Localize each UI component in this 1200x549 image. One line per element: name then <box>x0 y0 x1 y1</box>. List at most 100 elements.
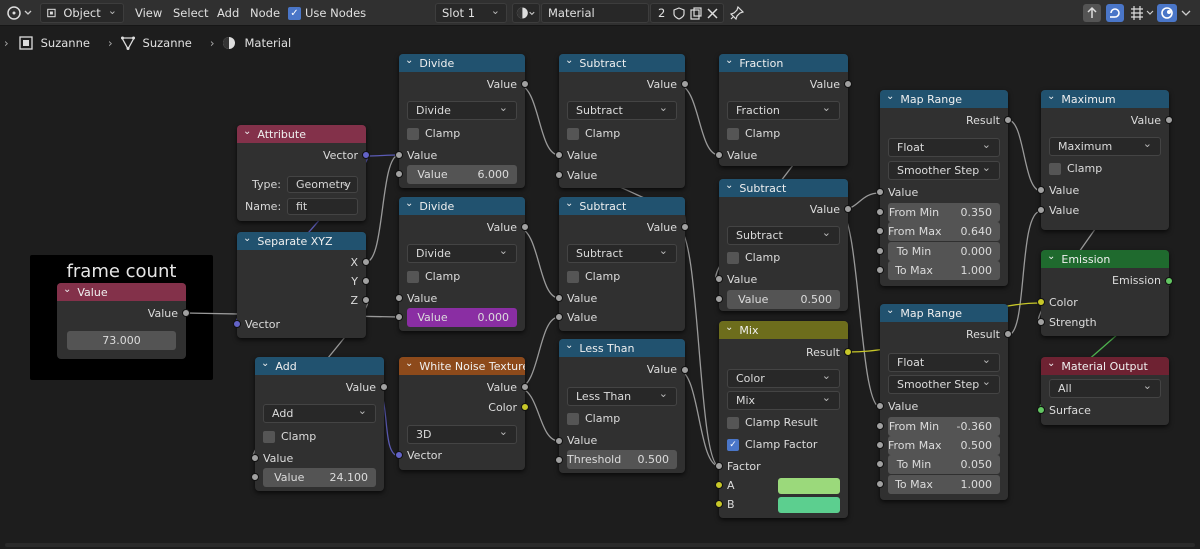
operation-dropdown[interactable]: Less Than <box>567 387 677 406</box>
input-socket[interactable] <box>555 151 563 159</box>
input-socket[interactable] <box>555 313 563 321</box>
menu-add[interactable]: Add <box>217 6 240 20</box>
input-socket[interactable] <box>555 171 563 179</box>
node-header[interactable]: Subtract <box>559 54 685 72</box>
input-socket[interactable] <box>555 294 563 302</box>
value-field[interactable]: Value 24.100 <box>263 468 376 487</box>
menu-node[interactable]: Node <box>250 6 281 20</box>
node-header[interactable]: Maximum <box>1041 90 1169 108</box>
input-socket[interactable] <box>715 481 723 489</box>
input-socket[interactable] <box>251 454 259 462</box>
operation-dropdown[interactable]: Subtract <box>727 226 840 245</box>
clamp-factor-checkbox[interactable]: ✓ Clamp Factor <box>727 435 840 454</box>
operation-dropdown[interactable]: Fraction <box>727 101 840 120</box>
clamp-checkbox[interactable]: Clamp <box>1049 159 1161 178</box>
close-icon[interactable] <box>707 7 718 19</box>
overlays-dropdown[interactable] <box>1180 3 1192 23</box>
node-header[interactable]: Less Than <box>559 339 685 357</box>
node-header[interactable]: Divide <box>399 54 525 72</box>
map-range-node[interactable]: Map Range Result Float Smoother Step Val… <box>876 304 1012 500</box>
operation-dropdown[interactable]: Maximum <box>1049 137 1161 156</box>
data-type-dropdown[interactable]: Float <box>888 138 1000 157</box>
output-socket[interactable] <box>844 348 852 356</box>
emission-node[interactable]: Emission Emission Color Strength <box>1037 250 1173 336</box>
divide-node[interactable]: Divide Value Divide Clamp Value Value 6.0… <box>395 54 529 188</box>
input-socket[interactable] <box>1037 406 1045 414</box>
node-header[interactable]: Divide <box>399 197 525 215</box>
value-field[interactable]: Value 0.500 <box>727 290 840 309</box>
output-socket[interactable] <box>380 383 388 391</box>
maximum-node[interactable]: Maximum Value Maximum Clamp Value Value <box>1037 90 1173 230</box>
node-header[interactable]: Subtract <box>559 197 685 215</box>
input-socket[interactable] <box>876 266 884 274</box>
overlays-button[interactable] <box>1157 3 1177 23</box>
node-header[interactable]: Value <box>57 283 186 301</box>
output-socket[interactable] <box>521 223 529 231</box>
threshold-field[interactable]: Threshold 0.500 <box>567 450 677 469</box>
node-header[interactable]: Emission <box>1041 250 1169 268</box>
value-field[interactable]: 73.000 <box>67 331 176 350</box>
input-socket[interactable] <box>1037 318 1045 326</box>
duplicate-icon[interactable] <box>690 6 702 20</box>
output-socket[interactable] <box>681 366 689 374</box>
dimensions-dropdown[interactable]: 3D <box>407 425 517 444</box>
to-min-field[interactable]: To Min 0.000 <box>888 242 1000 261</box>
add-node[interactable]: Add Value Add Clamp Value Value 24.100 <box>251 357 388 491</box>
input-socket[interactable] <box>555 437 563 445</box>
node-header[interactable]: Map Range <box>880 90 1008 108</box>
operation-dropdown[interactable]: Add <box>263 404 376 423</box>
material-browse-button[interactable] <box>512 3 540 23</box>
clamp-checkbox[interactable]: Clamp <box>567 409 677 428</box>
output-socket[interactable] <box>844 80 852 88</box>
from-max-field[interactable]: From Max 0.500 <box>888 436 1000 455</box>
to-max-field[interactable]: To Max 1.000 <box>888 475 1000 494</box>
node-header[interactable]: Material Output <box>1041 357 1169 375</box>
input-socket[interactable] <box>876 188 884 196</box>
output-socket[interactable] <box>362 296 370 304</box>
output-socket[interactable] <box>1165 277 1173 285</box>
material-output-node[interactable]: Material Output All Surface <box>1037 357 1169 425</box>
use-nodes-checkbox[interactable]: ✓ Use Nodes <box>288 3 366 23</box>
output-socket[interactable] <box>844 205 852 213</box>
node-header[interactable]: Mix <box>719 321 848 339</box>
input-socket[interactable] <box>715 462 723 470</box>
mix-node[interactable]: Mix Result Color Mix Clamp Result ✓ Clamp… <box>715 321 852 518</box>
fake-user-shield-icon[interactable] <box>673 6 685 20</box>
output-socket[interactable] <box>362 258 370 266</box>
input-socket[interactable] <box>715 151 723 159</box>
subtract-node[interactable]: Subtract Value Subtract Clamp Value Valu… <box>555 54 689 188</box>
operation-dropdown[interactable]: Subtract <box>567 101 677 120</box>
value-node[interactable]: Value Value 73.000 <box>57 283 190 359</box>
color-b-swatch[interactable] <box>778 497 840 513</box>
input-socket[interactable] <box>1037 186 1045 194</box>
horizontal-scrollbar[interactable] <box>5 543 1195 547</box>
data-type-dropdown[interactable]: Color <box>727 369 840 388</box>
output-socket[interactable] <box>1004 116 1012 124</box>
from-min-field[interactable]: From Min -0.360 <box>888 417 1000 436</box>
clamp-checkbox[interactable]: Clamp <box>407 124 517 143</box>
input-socket[interactable] <box>876 208 884 216</box>
value-field[interactable]: Value 6.000 <box>407 165 517 184</box>
clamp-checkbox[interactable]: Clamp <box>567 124 677 143</box>
from-min-field[interactable]: From Min 0.350 <box>888 203 1000 222</box>
white-noise-texture-node[interactable]: White Noise Texture Value Color 3D Vecto… <box>395 357 529 470</box>
input-socket[interactable] <box>876 460 884 468</box>
blend-mode-dropdown[interactable]: Mix <box>727 391 840 410</box>
pin-button[interactable] <box>730 3 744 23</box>
color-a-swatch[interactable] <box>778 478 840 494</box>
input-socket[interactable] <box>715 500 723 508</box>
to-min-field[interactable]: To Min 0.050 <box>888 455 1000 474</box>
input-socket[interactable] <box>876 227 884 235</box>
parent-node-tree-button[interactable] <box>1083 3 1101 23</box>
menu-select[interactable]: Select <box>173 6 209 20</box>
from-max-field[interactable]: From Max 0.640 <box>888 222 1000 241</box>
output-socket[interactable] <box>362 151 370 159</box>
value-field[interactable]: Value 0.000 <box>407 308 517 327</box>
input-socket[interactable] <box>395 294 403 302</box>
output-socket[interactable] <box>681 80 689 88</box>
input-socket[interactable] <box>395 151 403 159</box>
clamp-result-checkbox[interactable]: Clamp Result <box>727 413 840 432</box>
interpolation-dropdown[interactable]: Smoother Step <box>888 375 1000 394</box>
node-header[interactable]: Add <box>255 357 384 375</box>
